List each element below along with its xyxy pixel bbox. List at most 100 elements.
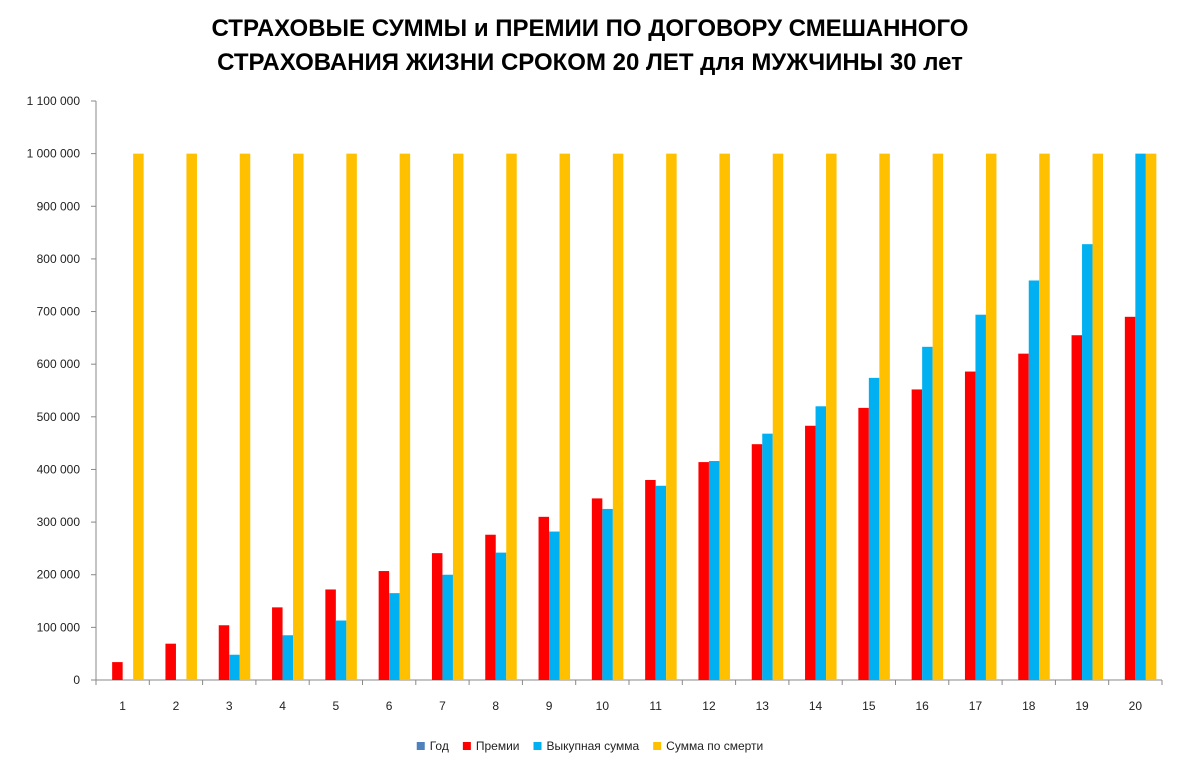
y-tick-label: 700 000 [37, 305, 81, 319]
bar-series-3 [1082, 244, 1093, 681]
bar-series-3 [815, 406, 827, 680]
x-tick-label: 15 [862, 699, 876, 713]
bar-series-4 [133, 153, 144, 681]
bar-series-4 [612, 153, 624, 681]
bar-series-2 [858, 407, 869, 680]
bar-series-4 [1145, 153, 1157, 681]
x-tick-label: 11 [649, 699, 662, 713]
x-tick-label: 2 [173, 699, 180, 713]
y-tick-label: 100 000 [37, 620, 81, 634]
bar-series-4 [346, 153, 357, 681]
bar-series-4 [293, 153, 304, 681]
y-tick-label: 300 000 [37, 515, 81, 529]
bar-series-2 [964, 371, 976, 680]
legend-swatch [416, 742, 425, 750]
bar-series-4 [772, 153, 784, 681]
bar-series-4 [452, 153, 464, 681]
x-tick-label: 12 [702, 699, 716, 713]
bar-series-4 [506, 153, 517, 681]
bar-series-2 [751, 444, 763, 680]
bar-series-4 [186, 153, 197, 681]
legend-swatch [653, 742, 662, 750]
bar-series-3 [975, 314, 986, 680]
bar-series-2 [272, 607, 283, 680]
x-tick-label: 20 [1129, 699, 1143, 713]
y-tick-label: 200 000 [37, 568, 81, 582]
bar-series-3 [762, 433, 773, 680]
x-tick-label: 9 [546, 699, 553, 713]
x-tick-label: 4 [279, 699, 286, 713]
bar-series-3 [335, 620, 347, 680]
chart-title: СТРАХОВЫЕ СУММЫ и ПРЕМИИ ПО ДОГОВОРУ СМЕ… [0, 12, 1180, 80]
y-tick-label: 900 000 [37, 199, 81, 213]
bar-series-3 [282, 635, 294, 680]
bar-series-3 [549, 531, 560, 680]
bar-series-4 [1039, 153, 1050, 681]
bar-series-3 [442, 574, 453, 680]
y-tick-label: 800 000 [37, 252, 81, 266]
bar-series-2 [218, 625, 230, 680]
bar-series-2 [698, 462, 709, 680]
x-tick-label: 14 [809, 699, 823, 713]
bar-series-2 [431, 553, 443, 680]
legend-label: Выкупная сумма [546, 739, 639, 753]
bar-series-2 [1018, 353, 1029, 680]
bar-series-4 [826, 153, 837, 681]
x-tick-label: 13 [756, 699, 770, 713]
bar-series-2 [112, 662, 123, 680]
bar-series-3 [708, 461, 720, 680]
y-tick-label: 1 100 000 [27, 94, 81, 108]
bar-series-4 [559, 153, 571, 681]
bar-series-4 [666, 153, 677, 681]
x-tick-label: 18 [1022, 699, 1036, 713]
bar-series-4 [719, 153, 730, 681]
bar-series-4 [239, 153, 251, 681]
bar-series-2 [325, 589, 336, 680]
x-tick-label: 6 [386, 699, 393, 713]
x-axis: 1 2 3 4 5 6 7 8 9 10 11 12 13 14 15 16 17 18 19 20 [95, 679, 1163, 713]
bar-series-3 [1028, 280, 1040, 680]
y-axis: 0 100 000 200 000 300 000 400 000 500 000 600 … [27, 94, 97, 687]
bar-series-2 [805, 425, 816, 680]
bar-series-4 [932, 153, 944, 681]
chart-title-line-2: СТРАХОВАНИЯ ЖИЗНИ СРОКОМ 20 ЛЕТ для МУЖЧ… [217, 49, 963, 76]
x-tick-label: 17 [969, 699, 983, 713]
bar-series-3 [229, 654, 240, 680]
x-tick-label: 1 [119, 699, 126, 713]
legend-label: Сумма по смерти [666, 739, 763, 753]
legend: Год Премии Выкупная сумма Сумма по смерти [416, 739, 763, 753]
bar-series-2 [645, 479, 656, 680]
bar-series-3 [868, 377, 880, 680]
bar-series-3 [1135, 153, 1146, 681]
bar-series-2 [1071, 335, 1083, 680]
bar-series-3 [495, 552, 507, 680]
y-tick-label: 400 000 [37, 462, 81, 476]
y-tick-label: 600 000 [37, 357, 81, 371]
bars [101, 153, 1157, 681]
bar-series-2 [165, 643, 176, 680]
legend-swatch [462, 742, 471, 750]
bar-series-4 [1092, 153, 1104, 681]
bar-series-2 [591, 498, 603, 680]
bar-series-2 [911, 389, 923, 680]
bar-series-2 [538, 516, 550, 680]
legend-label: Год [430, 739, 449, 753]
chart-title-line-1: СТРАХОВЫЕ СУММЫ и ПРЕМИИ ПО ДОГОВОРУ СМЕ… [211, 15, 969, 42]
bar-series-3 [602, 508, 613, 680]
bar-series-2 [1124, 316, 1136, 680]
bar-series-3 [655, 485, 667, 680]
bar-series-4 [879, 153, 890, 681]
y-tick-label: 0 [73, 673, 80, 687]
bar-series-2 [485, 534, 496, 680]
x-tick-label: 7 [439, 699, 446, 713]
legend-swatch [533, 742, 542, 750]
bar-series-4 [399, 153, 411, 681]
bar-series-2 [378, 571, 390, 680]
x-tick-label: 5 [333, 699, 340, 713]
x-tick-label: 3 [226, 699, 233, 713]
x-tick-label: 10 [596, 699, 610, 713]
x-tick-label: 16 [915, 699, 929, 713]
x-tick-label: 19 [1075, 699, 1089, 713]
x-tick-label: 8 [492, 699, 499, 713]
bar-series-3 [389, 593, 400, 680]
